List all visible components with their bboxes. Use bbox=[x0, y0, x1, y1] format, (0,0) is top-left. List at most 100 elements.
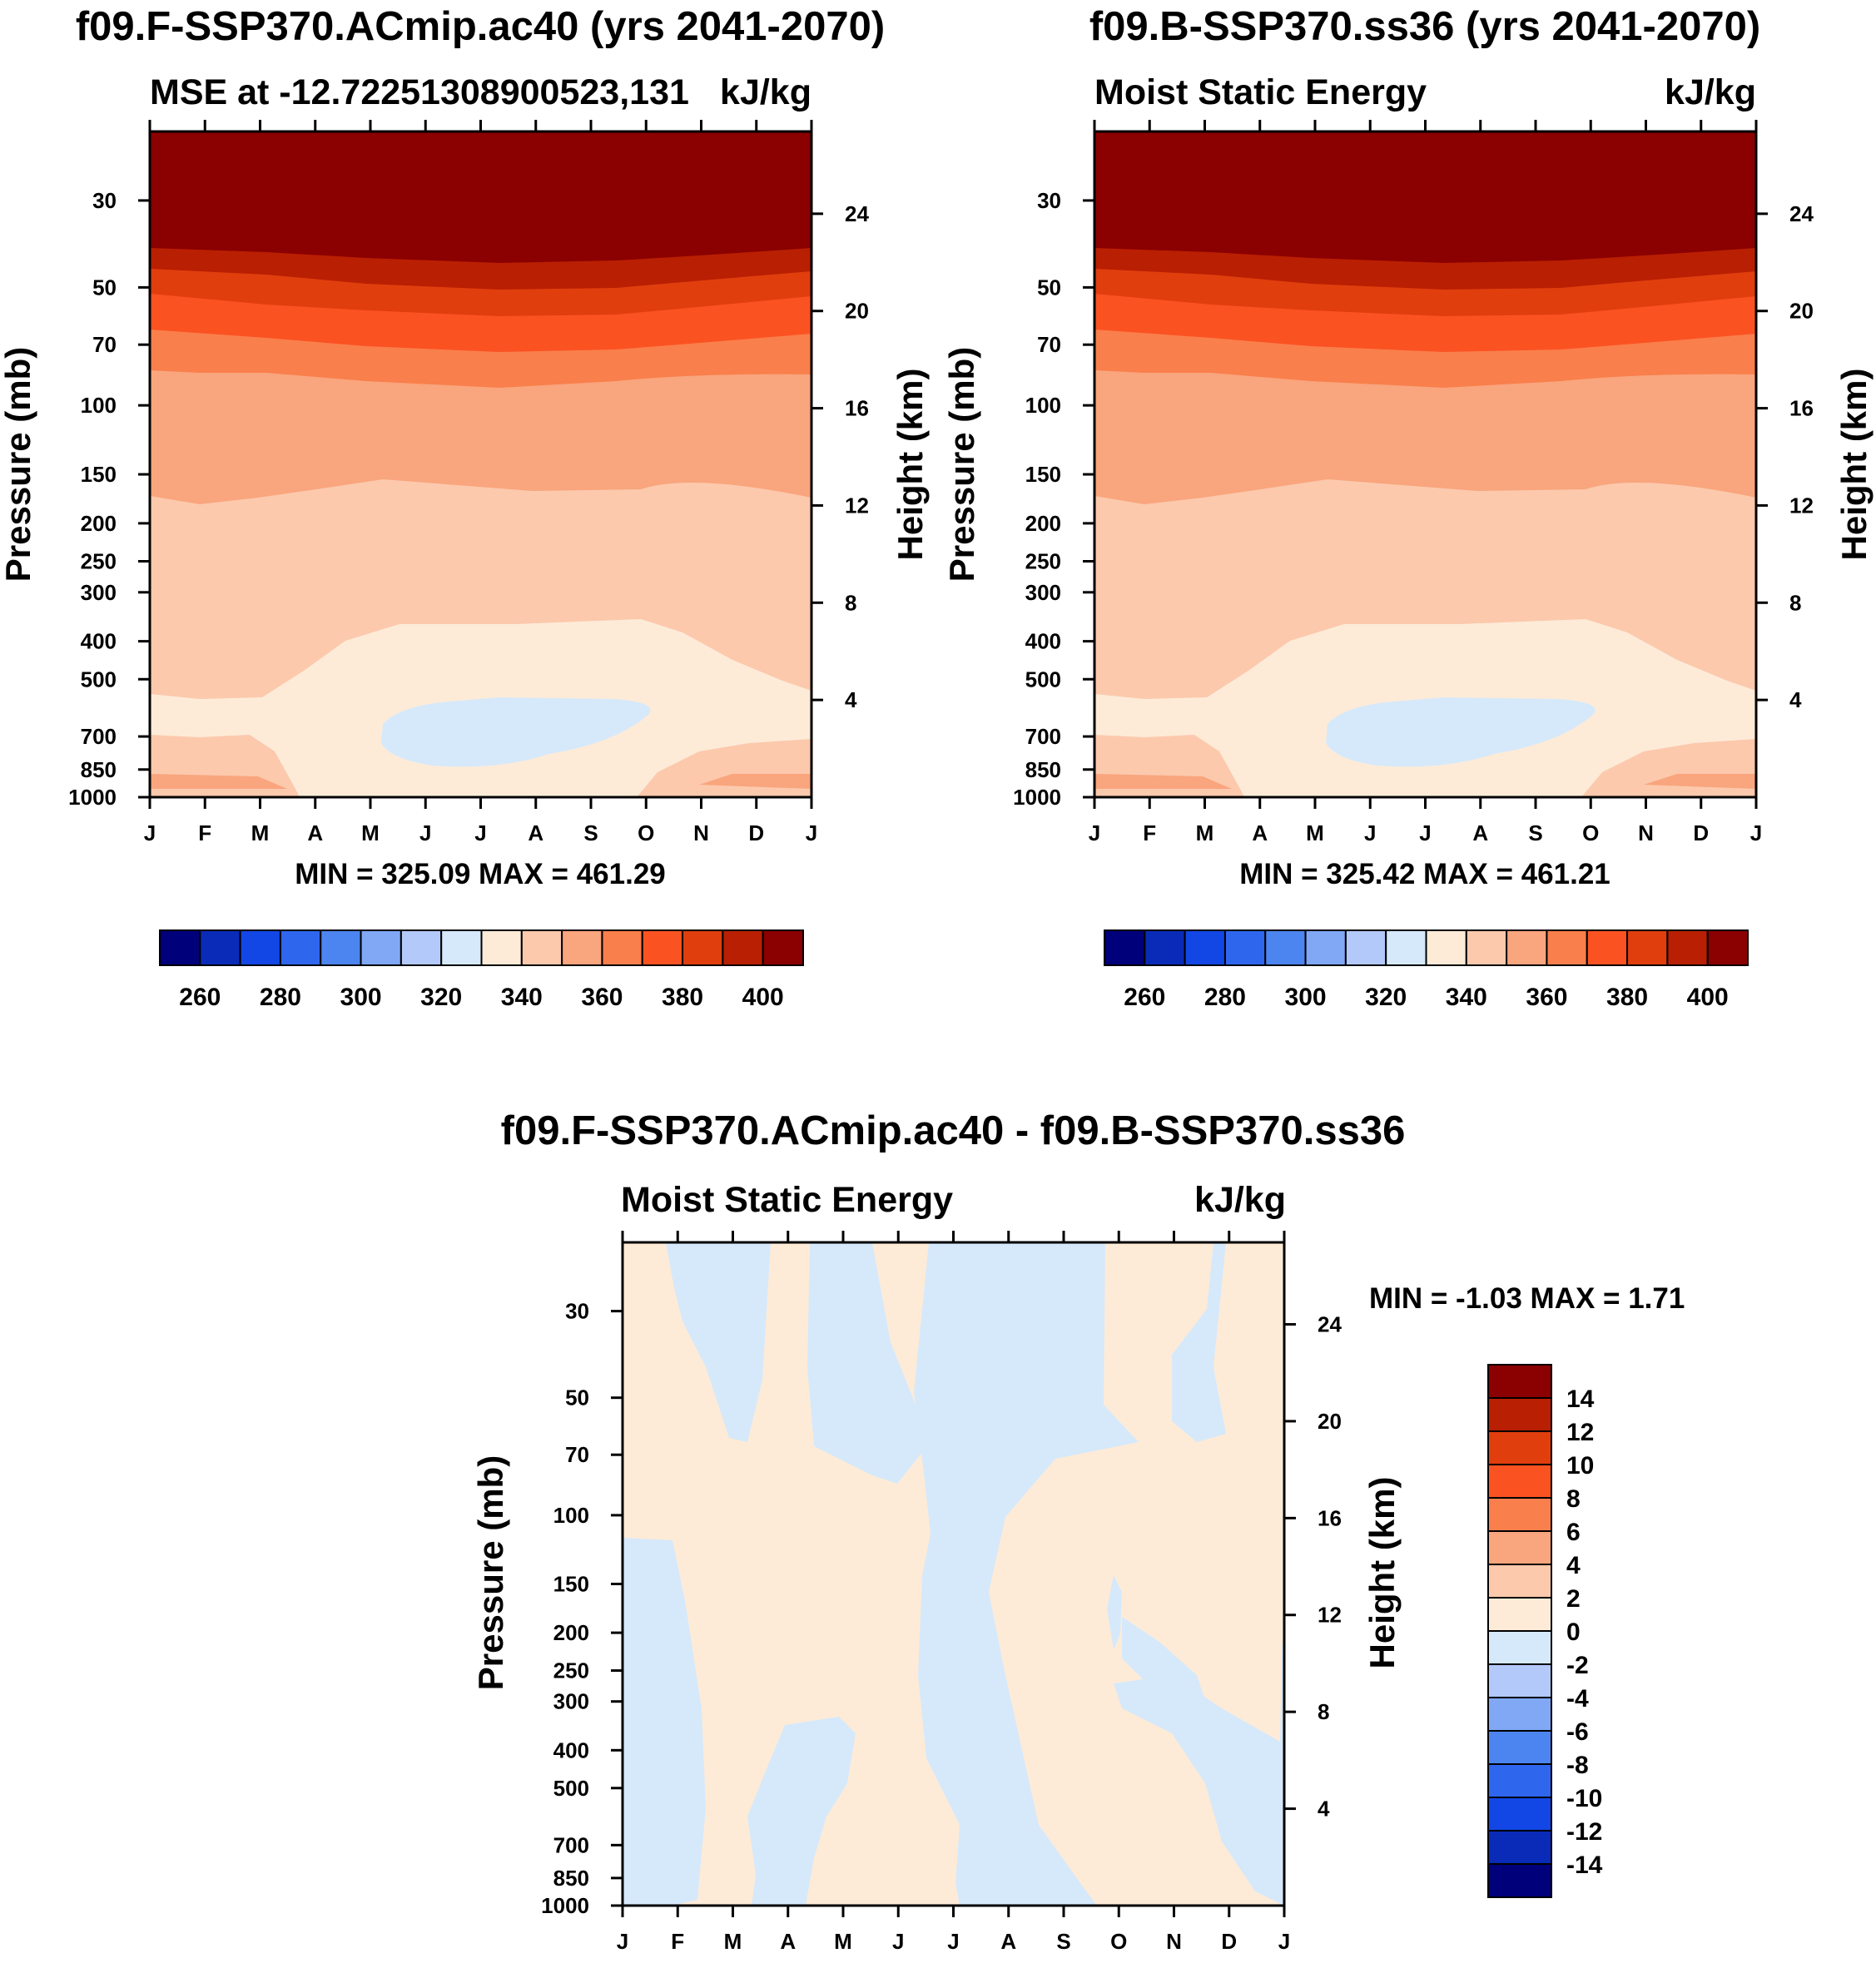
x-tick-label: A bbox=[1000, 1929, 1016, 1954]
y-right-tick-label: 4 bbox=[845, 687, 857, 712]
x-tick-label: O bbox=[1582, 820, 1599, 845]
colorbar-label: 280 bbox=[1204, 984, 1246, 1011]
y-tick-label: 50 bbox=[92, 275, 117, 300]
panel-top-left-right-subtitle: kJ/kg bbox=[720, 72, 811, 112]
y-right-tick-label: 16 bbox=[1318, 1505, 1342, 1530]
colorbar-box bbox=[1487, 1530, 1552, 1565]
y-tick-label: 30 bbox=[565, 1299, 589, 1324]
y-tick-label: 700 bbox=[81, 724, 117, 749]
y-tick-label: 50 bbox=[1037, 275, 1061, 300]
colorbar-label: 300 bbox=[340, 984, 382, 1011]
x-tick-label: A bbox=[1472, 820, 1488, 845]
y-tick-label: 250 bbox=[81, 549, 117, 574]
colorbar-label: 320 bbox=[420, 984, 462, 1011]
colorbar-box bbox=[641, 929, 684, 966]
colorbar-box bbox=[360, 929, 402, 966]
colorbar-box bbox=[520, 929, 563, 966]
panel-top-left-minmax: MIN = 325.09 MAX = 461.29 bbox=[295, 858, 666, 890]
x-tick-label: F bbox=[1143, 820, 1156, 845]
y-tick-label: 850 bbox=[553, 1866, 589, 1891]
y-right-tick-label: 20 bbox=[1789, 299, 1814, 324]
colorbar-label: -12 bbox=[1566, 1818, 1602, 1846]
x-tick-label: M bbox=[1196, 820, 1214, 845]
colorbar-box bbox=[1546, 929, 1588, 966]
y-tick-label: 150 bbox=[1025, 462, 1061, 487]
y-tick-label: 30 bbox=[1037, 188, 1061, 213]
colorbar-label: 340 bbox=[501, 984, 543, 1011]
x-tick-label: N bbox=[1638, 820, 1654, 845]
y-tick-label: 400 bbox=[81, 629, 117, 654]
colorbar-box bbox=[682, 929, 724, 966]
y-tick-label: 300 bbox=[553, 1689, 589, 1714]
colorbar-box bbox=[320, 929, 362, 966]
panel-bottom-minmax: MIN = -1.03 MAX = 1.71 bbox=[1369, 1282, 1685, 1315]
x-tick-label: M bbox=[361, 820, 380, 845]
panel-top-right-ticks: J F M A M J J A S O N D J 30 50 70 100 150 200 250 300 400 500… bbox=[1013, 120, 1814, 845]
panel-top-right: f09.B-SSP370.ss36 (yrs 2041-2070) Moist … bbox=[942, 4, 1874, 1011]
x-tick-label: O bbox=[1110, 1929, 1127, 1954]
colorbar-label: 10 bbox=[1566, 1452, 1594, 1480]
colorbar-label: 340 bbox=[1446, 984, 1487, 1011]
colorbar-label: 4 bbox=[1566, 1552, 1581, 1579]
x-tick-label: J bbox=[1278, 1929, 1290, 1954]
y-tick-label: 100 bbox=[553, 1503, 589, 1528]
y-right-tick-label: 20 bbox=[1318, 1409, 1342, 1434]
y-tick-label: 850 bbox=[1025, 757, 1061, 782]
x-tick-label: J bbox=[1364, 820, 1376, 845]
colorbar-box bbox=[1487, 1730, 1552, 1765]
x-tick-label: A bbox=[780, 1929, 796, 1954]
colorbar-label: 260 bbox=[179, 984, 221, 1011]
y-right-tick-label: 8 bbox=[1318, 1699, 1329, 1724]
x-tick-label: D bbox=[1693, 820, 1709, 845]
y-tick-label: 700 bbox=[1025, 724, 1061, 749]
colorbar-label: -4 bbox=[1566, 1685, 1589, 1713]
colorbar-box bbox=[1506, 929, 1548, 966]
y-right-tick-label: 16 bbox=[845, 396, 869, 421]
y-right-tick-label: 12 bbox=[1789, 493, 1814, 518]
y-tick-label: 1000 bbox=[68, 785, 117, 810]
x-tick-label: J bbox=[947, 1929, 959, 1954]
colorbar-box bbox=[1264, 929, 1307, 966]
y-right-tick-label: 24 bbox=[845, 201, 869, 226]
panel-bottom-ticks: J F M A M J J A S O N D J 30 50 70 100 150 200 250 300 400 500… bbox=[541, 1231, 1342, 1954]
y-right-tick-label: 8 bbox=[1789, 590, 1801, 615]
colorbar-label: 2 bbox=[1566, 1585, 1581, 1613]
colorbar-label: 300 bbox=[1285, 984, 1327, 1011]
y-tick-label: 200 bbox=[1025, 511, 1061, 536]
x-tick-label: M bbox=[251, 820, 270, 845]
panel-top-left-ylabel-right: Height (km) bbox=[891, 369, 930, 561]
y-tick-label: 30 bbox=[92, 188, 117, 213]
colorbar-label: 380 bbox=[1606, 984, 1648, 1011]
colorbar-label: 260 bbox=[1124, 984, 1165, 1011]
y-right-tick-label: 20 bbox=[845, 299, 869, 324]
y-tick-label: 70 bbox=[1037, 332, 1061, 357]
colorbar-label: 280 bbox=[260, 984, 301, 1011]
colorbar-box bbox=[722, 929, 764, 966]
colorbar-box bbox=[199, 929, 241, 966]
colorbar-box bbox=[1487, 1364, 1552, 1399]
y-right-tick-label: 12 bbox=[1318, 1603, 1342, 1628]
y-tick-label: 200 bbox=[553, 1620, 589, 1645]
colorbar-box bbox=[1706, 929, 1749, 966]
y-tick-label: 300 bbox=[81, 580, 117, 605]
panel-top-right-colorbar: 260 280 300 320 340 360 380 400 bbox=[1104, 929, 1749, 1011]
x-tick-label: J bbox=[1089, 820, 1100, 845]
colorbar-box bbox=[1344, 929, 1387, 966]
colorbar-box bbox=[1465, 929, 1508, 966]
y-tick-label: 400 bbox=[1025, 629, 1061, 654]
panel-bottom-ylabel-left: Pressure (mb) bbox=[471, 1455, 510, 1690]
colorbar-label: -10 bbox=[1566, 1785, 1602, 1812]
panel-top-right-right-subtitle: kJ/kg bbox=[1665, 72, 1756, 112]
y-tick-label: 50 bbox=[565, 1386, 589, 1410]
colorbar-label: 6 bbox=[1566, 1519, 1581, 1546]
x-tick-label: S bbox=[1528, 820, 1542, 845]
colorbar-box bbox=[1487, 1697, 1552, 1732]
panel-bottom: f09.F-SSP370.ACmip.ac40 - f09.B-SSP370.s… bbox=[471, 1108, 1685, 1954]
colorbar-label: 360 bbox=[581, 984, 623, 1011]
colorbar-box bbox=[1104, 929, 1146, 966]
y-right-tick-label: 4 bbox=[1789, 687, 1802, 712]
y-tick-label: 1000 bbox=[541, 1893, 589, 1918]
colorbar-label: 0 bbox=[1566, 1618, 1581, 1646]
x-tick-label: F bbox=[671, 1929, 684, 1954]
